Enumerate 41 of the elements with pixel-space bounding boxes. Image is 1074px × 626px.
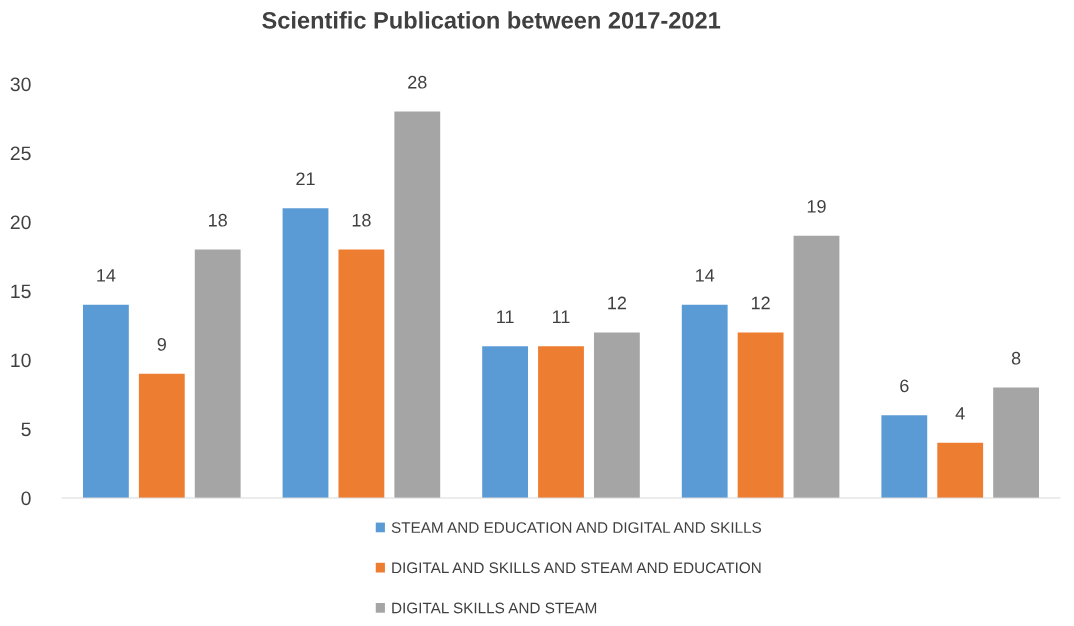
bar: [282, 208, 329, 498]
bar: [937, 442, 984, 498]
data-label: 18: [209, 213, 227, 227]
data-label: 18: [352, 213, 371, 227]
bar: [138, 373, 185, 498]
data-label: 14: [696, 269, 715, 282]
data-label: 6: [900, 379, 909, 393]
data-label: 11: [553, 310, 570, 324]
bar: [482, 346, 529, 498]
bar: [881, 415, 928, 498]
y-tick-label: 20: [10, 215, 31, 230]
y-tick-label: 5: [21, 422, 31, 437]
data-label: 12: [608, 296, 627, 310]
bar: [538, 346, 584, 498]
y-tick-label: 0: [21, 491, 31, 506]
data-label: 14: [97, 269, 116, 282]
bar: [338, 249, 385, 498]
data-label: 19: [807, 200, 826, 213]
bar: [993, 387, 1039, 498]
y-tick-label: 30: [10, 77, 31, 92]
bar: [593, 332, 640, 498]
legend-label: STEAM AND EDUCATION AND DIGITAL AND SKILLS: [391, 522, 762, 533]
y-tick-label: 10: [11, 353, 31, 368]
legend-label: DIGITAL AND SKILLS AND STEAM AND EDUCATION: [392, 562, 761, 574]
data-label: 9: [157, 338, 166, 351]
bar: [681, 304, 728, 498]
data-label: 12: [751, 296, 770, 310]
data-label: 8: [1011, 351, 1021, 365]
y-tick-label: 15: [11, 284, 31, 299]
chart-title: Scientific Publication between 2017-2021: [262, 11, 721, 29]
data-label: 11: [497, 310, 514, 324]
bar: [737, 332, 784, 498]
data-label: 28: [408, 75, 427, 89]
y-tick-label: 25: [10, 146, 31, 161]
bar: [793, 235, 840, 498]
data-label: 21: [296, 172, 315, 186]
bar: [83, 304, 129, 498]
bar: [394, 111, 441, 498]
bar: [194, 249, 241, 498]
data-label: 4: [955, 407, 965, 420]
legend-label: DIGITAL SKILLS AND STEAM: [392, 602, 597, 614]
